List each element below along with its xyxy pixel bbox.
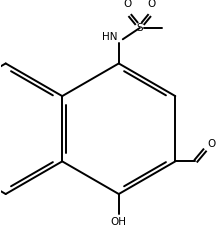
- Text: OH: OH: [111, 217, 127, 226]
- Text: HN: HN: [102, 32, 117, 42]
- Text: O: O: [148, 0, 156, 9]
- Text: O: O: [207, 139, 215, 149]
- Text: O: O: [124, 0, 132, 9]
- Text: S: S: [136, 23, 143, 33]
